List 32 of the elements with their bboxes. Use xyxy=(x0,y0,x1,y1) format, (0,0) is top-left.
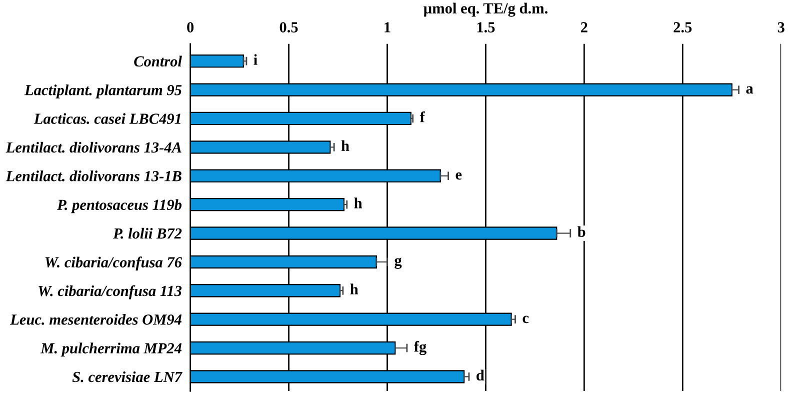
x-tick-label: 0.5 xyxy=(280,22,298,33)
x-tick-label: 0 xyxy=(187,22,194,32)
y-tick-label: M. pulcherrima MP24 xyxy=(40,342,182,357)
annotation: fg xyxy=(414,340,426,356)
annotation: h xyxy=(341,140,350,151)
annotation: h xyxy=(354,198,362,208)
x-tick-label: 2 xyxy=(581,22,588,32)
x-axis-title: µmol eq. TE/g d.m. xyxy=(424,2,548,17)
annotation: h xyxy=(350,284,358,294)
y-tick-label: Lacticas. casei LBC491 xyxy=(34,113,180,124)
annotation: d xyxy=(476,370,484,380)
x-tick-label: 1 xyxy=(384,22,390,32)
y-tick-label: Control xyxy=(134,56,182,67)
y-tick-label: Lentilact. diolivorans 13-1B xyxy=(6,170,182,182)
annotation: e xyxy=(456,172,462,180)
y-tick-label: Leuc. mesenteroides OM94 xyxy=(10,314,182,325)
annotation: c xyxy=(522,316,529,324)
annotation: g xyxy=(394,258,402,269)
annotation: f xyxy=(420,111,426,122)
y-tick-label: P. pentosaceus 119b xyxy=(57,199,182,214)
x-tick-label: 2.5 xyxy=(674,22,692,33)
annotation: a xyxy=(746,86,754,94)
annotation: b xyxy=(578,226,586,238)
y-tick-label: W. cibaria/confusa 76 xyxy=(45,256,182,271)
y-tick-label: Lentilact. diolivorans 13-4A xyxy=(6,142,182,153)
y-tick-label: W. cibaria/confusa 113 xyxy=(38,285,182,300)
y-tick-label: Lactiplant. plantarum 95 xyxy=(24,84,182,98)
x-tick-label: 3 xyxy=(778,22,784,32)
annotation: i xyxy=(254,54,258,65)
y-tick-label: P. lolii B72 xyxy=(113,228,182,239)
x-tick-label: 1.5 xyxy=(477,22,495,33)
y-tick-label: S. cerevisiae LN7 xyxy=(72,371,182,382)
